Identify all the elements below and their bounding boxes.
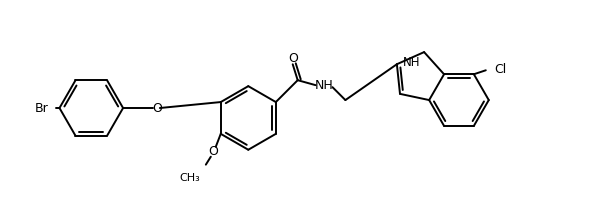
Text: O: O bbox=[208, 145, 218, 158]
Text: O: O bbox=[288, 52, 297, 65]
Text: CH₃: CH₃ bbox=[179, 173, 200, 183]
Text: Cl: Cl bbox=[495, 63, 507, 76]
Text: NH: NH bbox=[403, 56, 420, 69]
Text: O: O bbox=[152, 101, 162, 114]
Text: Br: Br bbox=[35, 101, 48, 114]
Text: NH: NH bbox=[315, 79, 334, 92]
